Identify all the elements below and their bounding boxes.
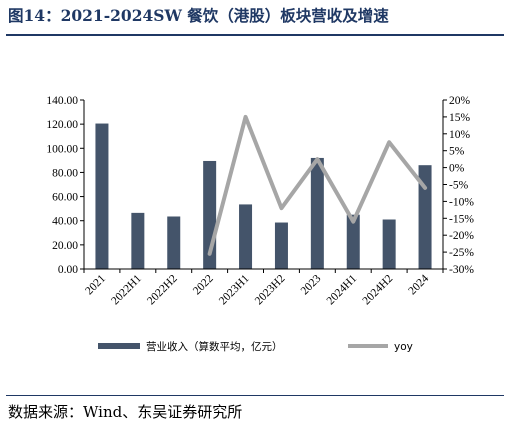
left-tick-label: 80.00 [52,167,78,179]
left-tick-label: 60.00 [52,192,78,204]
right-tick-label: -15% [449,213,474,225]
bar-series [95,123,432,270]
yoy-point [209,253,211,255]
legend: 营业收入（算数平均，亿元） yoy [98,340,413,353]
yoy-point [245,116,247,118]
left-tick-label: 140.00 [46,95,78,107]
x-tick-label: 2023H2 [253,272,288,307]
right-tick-label: 5% [449,146,465,158]
figure-title: 图14：2021-2024SW 餐饮（港股）板块营收及增速 [8,6,389,25]
right-tick-label: 0% [449,163,465,175]
legend-label-revenue: 营业收入（算数平均，亿元） [146,340,283,353]
left-tick-label: 120.00 [46,119,78,131]
bar [310,157,324,269]
left-tick-label: 100.00 [46,143,78,155]
x-tick-label: 2021 [83,272,108,297]
legend-swatch-revenue [98,343,140,349]
x-tick-label: 2024H1 [325,272,360,307]
yoy-point [424,187,426,189]
left-axis: 0.00 20.00 40.00 60.00 80.00 100.00 120.00 140.… [46,95,85,276]
x-tick-label: 2023H1 [217,272,252,307]
x-tick-label: 2023 [299,272,324,297]
bar [346,214,360,269]
yoy-point [352,221,354,223]
bar [274,222,288,269]
yoy-point [316,158,318,160]
x-axis: 2021 2022H1 2022H2 2022 2023H1 2023H2 2023 2024… [83,268,444,307]
yoy-point [388,141,390,143]
x-tick-label: 2024H2 [361,272,396,307]
bar [131,212,145,269]
yoy-point [280,207,282,209]
x-tick-label: 2024 [406,272,431,297]
right-tick-label: -30% [449,264,474,276]
bar [95,123,109,270]
right-axis: -30% -25% -20% -15% -10% -5% 0% 5% 10% 15% 20% [442,95,474,276]
x-tick-label: 2022 [191,272,216,297]
right-tick-label: -25% [449,247,474,259]
bar [167,216,181,269]
right-tick-label: 10% [449,129,471,141]
legend-label-yoy: yoy [394,341,413,353]
bar [382,219,396,269]
right-tick-label: 20% [449,95,471,107]
x-tick-label: 2022H2 [145,272,180,307]
bar [239,204,253,269]
right-tick-label: 15% [449,112,471,124]
line-series [207,114,428,256]
source-rule [6,395,504,396]
right-tick-label: -5% [449,180,469,192]
left-tick-label: 40.00 [52,216,78,228]
right-tick-label: -20% [449,230,474,242]
source-note: 数据来源：Wind、东吴证券研究所 [8,403,243,421]
x-tick-label: 2022H1 [109,272,144,307]
left-tick-label: 0.00 [58,264,78,276]
bar [418,165,432,269]
left-tick-label: 20.00 [52,240,78,252]
right-tick-label: -10% [449,196,474,208]
title-rule [6,34,504,36]
